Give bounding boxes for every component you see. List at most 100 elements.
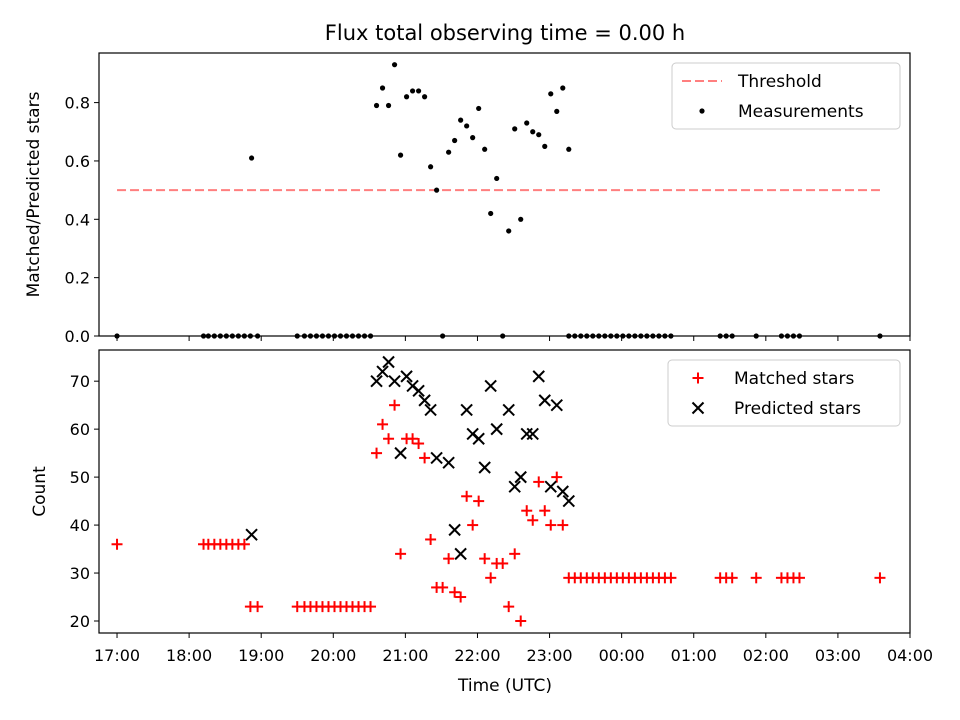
predicted-star-point [430, 451, 443, 465]
cross-b [484, 379, 497, 393]
x-tick-label: 01:00 [671, 646, 717, 665]
matched-star-point [419, 452, 431, 464]
cross-b [388, 374, 401, 388]
matched-star-point [485, 572, 497, 584]
measurement-point [530, 129, 536, 135]
cross-b [550, 398, 563, 412]
measurement-point [397, 152, 404, 158]
predicted-star-point [538, 394, 551, 407]
x-tick-label: 04:00 [887, 646, 933, 665]
y-tick-label: 0.4 [65, 210, 90, 229]
measurement-point [446, 149, 452, 155]
predicted-star-point [508, 480, 521, 493]
measurement-point [409, 88, 416, 94]
cross-b [454, 547, 467, 561]
matched-star-point [515, 615, 527, 627]
measurement-point [560, 85, 566, 91]
legend-box [667, 359, 901, 427]
count-panel: 20 30 40 50 60 70 17:00 18:00 19:00 20:00 21:00 22:… [30, 349, 933, 665]
measurement-point [248, 155, 255, 161]
matched-star-point [407, 433, 419, 445]
matched-star-point [503, 601, 515, 613]
measurement-point [422, 94, 428, 100]
legend: Threshold Measurements [671, 62, 901, 130]
matched-star-point [443, 553, 455, 565]
matched-star-point [750, 572, 762, 584]
series-plus [111, 399, 886, 627]
matched-star-point [545, 519, 557, 531]
measurement-point [415, 88, 422, 94]
axes-frame [98, 52, 911, 337]
cross-b [370, 374, 383, 388]
y-tick-label: 30 [70, 564, 90, 583]
cross-b [376, 365, 389, 378]
cross-b [544, 480, 557, 493]
matched-star-point [551, 471, 563, 483]
predicted-star-point [442, 456, 455, 469]
y-axis-label: Count [30, 466, 50, 517]
y-tick-label: 50 [70, 468, 90, 487]
predicted-star-point [418, 394, 431, 407]
y-tick-label: 0.6 [65, 152, 90, 171]
measurement-point [506, 228, 512, 234]
matched-star-point [252, 601, 264, 613]
measurement-point [554, 108, 560, 114]
matched-star-point [455, 591, 467, 603]
predicted-star-point [376, 365, 389, 378]
predicted-star-point [478, 461, 491, 474]
x-tick-label: 23:00 [527, 646, 573, 665]
legend-measurement-swatch [699, 108, 705, 114]
cross-b [400, 370, 413, 383]
matched-star-point [874, 572, 886, 584]
cross-b [478, 461, 491, 474]
legend-label: Matched stars [734, 369, 854, 389]
predicted-star-point [490, 422, 503, 436]
matched-star-point [533, 476, 545, 488]
legend: Matched stars Predicted stars [667, 359, 901, 427]
measurement-point [379, 85, 386, 91]
x-tick-label: 18:00 [166, 646, 212, 665]
cross-b [538, 394, 551, 407]
predicted-star-point [424, 403, 437, 417]
predicted-star-point [514, 470, 527, 484]
y-tick-label: 60 [70, 420, 90, 439]
matched-star-point [365, 601, 377, 613]
matched-star-point [449, 586, 461, 598]
matched-star-point [383, 433, 395, 445]
predicted-star-point [550, 398, 563, 412]
cross-b [514, 470, 527, 484]
matched-star-point [665, 572, 677, 584]
predicted-star-point [388, 374, 401, 388]
predicted-star-point [556, 485, 569, 498]
predicted-star-point [532, 370, 545, 383]
measurement-point [391, 62, 398, 68]
matched-star-point [395, 548, 407, 560]
predicted-star-point [412, 384, 425, 397]
matched-star-point [437, 581, 449, 593]
matched-star-point [539, 505, 551, 517]
matched-star-point [473, 495, 485, 507]
x-tick-label: 20:00 [310, 646, 356, 665]
x-tick-label: 03:00 [815, 646, 861, 665]
ratio-panel: 0.0 0.2 0.4 0.6 0.8 Matched/Predicted stars Th… [24, 52, 911, 346]
measurement-point [458, 117, 464, 123]
matched-star-point [467, 519, 479, 531]
measurement-point [464, 123, 470, 129]
matched-star-point [521, 505, 533, 517]
measurement-point [518, 216, 524, 222]
y-tick-label: 0.2 [65, 269, 90, 288]
cross-b [448, 523, 461, 537]
matched-star-point [479, 553, 491, 565]
predicted-star-point [502, 403, 515, 417]
matched-star-point [461, 490, 473, 502]
cross-b [394, 446, 407, 460]
cross-b [424, 403, 437, 417]
legend-cross-b [691, 401, 705, 415]
predicted-star-point [562, 494, 575, 508]
cross-b [508, 480, 521, 493]
chart-title: Flux total observing time = 0.00 h [325, 21, 685, 45]
x-axis-label: Time (UTC) [457, 676, 552, 696]
series-cross [245, 355, 575, 561]
measurement-point [482, 146, 488, 152]
